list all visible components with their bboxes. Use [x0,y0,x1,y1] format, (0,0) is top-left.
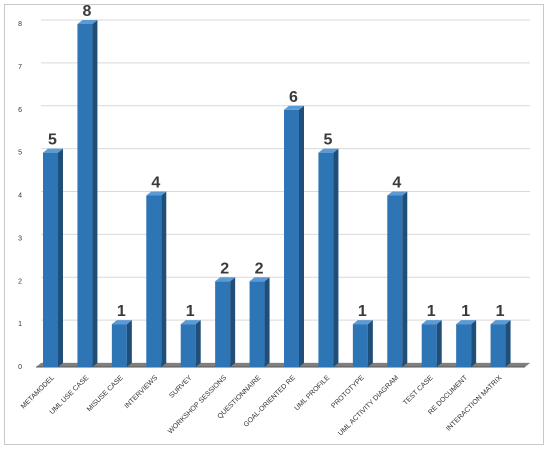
bar-top [43,148,63,153]
bar-side [402,191,408,367]
data-label: 5 [323,132,332,149]
x-tick-label: INTERVIEWS [124,374,160,410]
y-tick-label: 8 [18,21,22,28]
bar [77,24,93,367]
bar-top [421,320,442,325]
bar-side [367,320,373,367]
bar-top [111,320,132,325]
data-label: 8 [82,3,91,20]
x-tick-label: PROTOTYPE [330,374,366,410]
data-label: 1 [427,303,436,320]
y-tick-label: 3 [18,235,22,242]
bar-top [387,191,408,196]
data-label: 5 [48,132,57,149]
x-tick-label: UML ACTIVITY DIAGRAM [337,374,400,437]
bar-top [77,20,98,24]
bar [215,281,231,367]
data-label: 4 [392,175,401,192]
bar-side [230,277,236,367]
y-tick-label: 7 [18,64,22,71]
bar-top [284,105,304,110]
bar [146,195,162,367]
bar-side [161,191,167,367]
bar-top [180,320,201,325]
x-tick-label: MISUSE CASE [86,374,125,413]
bar-side [264,277,270,367]
y-tick-label: 2 [18,278,22,285]
bar [284,109,299,367]
bar [43,152,58,367]
bar-top [215,277,236,282]
y-tick-label: 1 [18,321,22,328]
bar [387,195,403,367]
bar-side [58,148,63,367]
data-label: 1 [358,303,367,320]
x-tick-label: TEST CASE [402,374,435,407]
data-label: 1 [186,303,195,320]
x-tick-label: SURVEY [168,374,193,399]
bar-side [436,320,442,367]
y-tick-label: 6 [18,107,22,114]
bar-top [318,148,339,153]
y-tick-label: 4 [18,193,22,200]
x-tick-label: WORKSHOP SESSIONS [167,374,228,435]
data-label: 2 [255,260,264,277]
bar [318,152,334,367]
bar-top [456,320,477,325]
data-label: 1 [117,303,126,320]
data-label: 2 [220,260,229,277]
bar-top [249,277,270,282]
y-tick-label: 5 [18,150,22,157]
data-label: 4 [151,175,160,192]
bar [249,281,265,367]
x-tick-label: INTERACTION MATRIX [445,374,503,432]
y-tick-label: 0 [18,364,22,371]
bar-side [471,320,477,367]
bar [490,324,506,367]
data-label: 1 [496,303,505,320]
bar [111,324,127,367]
bar [421,324,437,367]
bar-side [299,105,304,367]
bar [456,324,472,367]
bar-side [505,320,511,367]
bar-top [490,320,511,325]
bar [352,324,368,367]
bar-side [333,148,339,367]
x-tick-label: UML USE CASE [49,374,91,416]
x-tick-label: METAMODEL [20,374,56,410]
bar-side [195,320,201,367]
data-label: 1 [461,303,470,320]
chart-floor [36,363,530,367]
bar-side [126,320,132,367]
x-tick-label: UML PROFILE [294,374,332,412]
bar-top [352,320,373,325]
bar [180,324,196,367]
data-label: 6 [289,89,298,106]
bar-side [92,20,98,367]
bar-top [146,191,167,196]
